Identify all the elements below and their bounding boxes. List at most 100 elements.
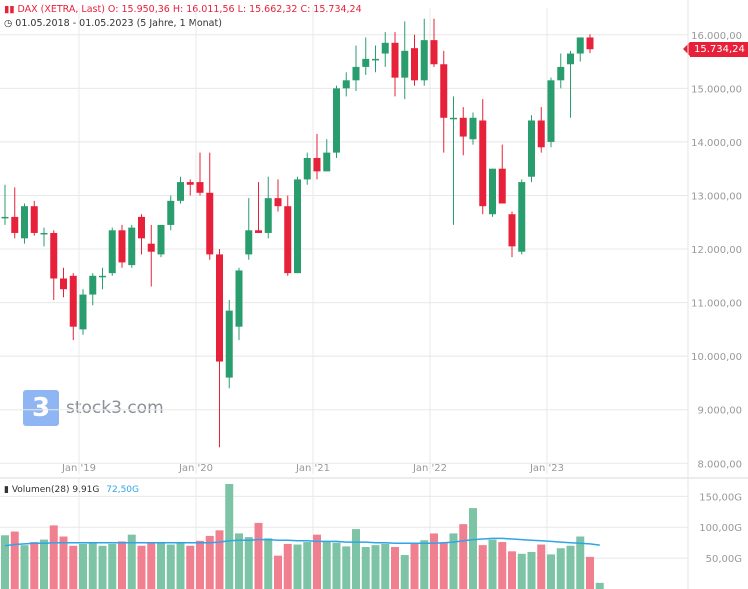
volume-bar xyxy=(59,536,68,589)
volume-bar xyxy=(49,525,58,589)
candle-body xyxy=(177,182,184,201)
vol-tick-label: 100,00G xyxy=(699,523,742,534)
header-range-text: 01.05.2018 - 01.05.2023 (5 Jahre, 1 Mona… xyxy=(15,18,222,29)
volume-bar xyxy=(147,542,156,589)
volume-bar xyxy=(244,537,253,589)
volume-bar xyxy=(30,542,39,589)
candles xyxy=(1,18,594,448)
y-tick-label: 8.000,00 xyxy=(697,459,742,470)
volume-bar xyxy=(586,556,594,589)
volume-bar xyxy=(10,531,19,589)
volume-bar xyxy=(556,548,565,589)
volume-legend: ▮ Volumen(28) 9,91G 72,50G xyxy=(4,485,139,495)
volume-bar xyxy=(371,545,380,589)
volume-bar xyxy=(566,545,575,589)
candle-body xyxy=(157,224,165,255)
candle-body xyxy=(567,53,574,65)
candle-body xyxy=(440,64,448,118)
candle-body xyxy=(450,117,457,120)
candle-body xyxy=(108,230,116,274)
candle-body xyxy=(469,117,477,140)
volume-bar xyxy=(322,541,331,589)
volume-bar xyxy=(1,535,9,589)
volume-legend-value: 9,91G xyxy=(72,485,100,495)
x-tick-label: Jan '22 xyxy=(412,463,447,474)
volume-bar xyxy=(469,508,477,589)
volume-bar xyxy=(40,539,48,589)
candle-body xyxy=(537,120,545,148)
candle-body xyxy=(576,37,584,54)
volume-bars xyxy=(1,484,604,589)
candle-body xyxy=(401,50,409,78)
volume-bar xyxy=(157,542,165,589)
volume-bar xyxy=(235,533,243,589)
volume-bar xyxy=(381,543,390,589)
candle-body xyxy=(186,182,194,185)
volume-bar xyxy=(303,542,312,589)
volume-bar xyxy=(332,542,341,589)
candle-body xyxy=(479,120,487,207)
candle-body xyxy=(586,37,594,50)
candle-body xyxy=(333,88,340,153)
candle-body xyxy=(284,206,292,274)
volume-bar xyxy=(342,546,351,589)
candle-body xyxy=(255,230,262,233)
volume-bar xyxy=(186,545,195,589)
volume-average-line xyxy=(4,537,600,547)
volume-bar xyxy=(352,529,360,589)
volume-bar xyxy=(69,545,78,589)
volume-bar xyxy=(527,551,536,589)
candlestick-icon: ▮▮ xyxy=(4,4,15,15)
candle-body xyxy=(381,42,389,54)
volume-bar xyxy=(361,547,370,589)
volume-bar xyxy=(118,541,126,589)
volume-bar xyxy=(137,545,146,589)
candle-body xyxy=(216,254,223,362)
volume-legend-icon: ▮ xyxy=(4,485,9,495)
candle-body xyxy=(391,42,399,78)
clock-icon: ◷ xyxy=(4,18,13,29)
volume-bar xyxy=(508,551,516,589)
candle-body xyxy=(547,80,555,142)
x-tick-label: Jan '20 xyxy=(178,463,213,474)
y-tick-label: 14.000,00 xyxy=(691,138,742,149)
candle-body xyxy=(274,198,282,207)
candle-body xyxy=(313,157,321,172)
candle-body xyxy=(245,230,253,255)
x-tick-label: Jan '21 xyxy=(295,463,330,474)
candle-body xyxy=(79,294,87,330)
candle-body xyxy=(528,120,535,177)
candle-body xyxy=(99,275,106,278)
x-tick-label: Jan '23 xyxy=(529,463,564,474)
candle-body xyxy=(420,40,428,81)
candle-body xyxy=(323,152,331,172)
volume-bar xyxy=(205,535,214,589)
y-tick-label: 9.000,00 xyxy=(697,406,742,417)
volume-bar xyxy=(410,543,419,589)
candle-body xyxy=(372,58,379,61)
stock3-logo: 3 stock3.com xyxy=(23,390,164,426)
volume-bar xyxy=(20,545,29,589)
candle-body xyxy=(50,232,58,279)
chart-header-ohlc: ▮▮ DAX (XETRA, Last) O: 15.950,36 H: 16.0… xyxy=(4,4,362,15)
candle-body xyxy=(206,192,214,255)
volume-bar xyxy=(166,544,175,589)
volume-bar xyxy=(595,582,604,589)
candle-body xyxy=(147,243,155,252)
volume-legend-label: Volumen(28) xyxy=(11,485,70,495)
volume-bar xyxy=(478,545,487,589)
last-price-badge: 15.734,24 xyxy=(683,41,748,57)
volume-bar xyxy=(449,533,458,589)
candle-body xyxy=(1,216,9,219)
header-ohlc-text: DAX (XETRA, Last) O: 15.950,36 H: 16.011… xyxy=(17,4,362,15)
y-tick-label: 16.000,00 xyxy=(691,31,742,42)
candle-body xyxy=(118,230,126,263)
x-tick-label: Jan '19 xyxy=(61,463,96,474)
volume-bar xyxy=(537,544,546,589)
y-axis: 8.000,00 9.000,00 10.000,00 11.000,00 12.000… xyxy=(691,31,742,471)
candle-body xyxy=(459,117,467,137)
volume-bar xyxy=(439,542,448,589)
logo-mark: 3 xyxy=(23,390,59,426)
